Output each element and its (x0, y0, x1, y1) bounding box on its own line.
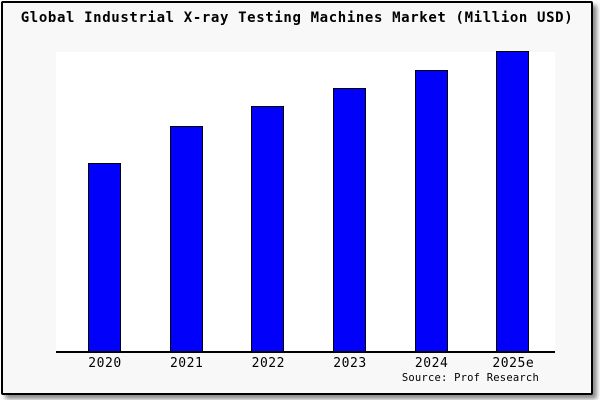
bar-2024 (414, 70, 448, 351)
x-tick-label-2023: 2023 (333, 356, 367, 371)
x-tick-label-2024: 2024 (414, 356, 449, 371)
chart-title: Global Industrial X-ray Testing Machines… (20, 10, 574, 26)
x-axis-labels: 2020 2021 2022 2023 2024 2025e (3, 356, 591, 372)
plot-area (56, 51, 555, 353)
x-tick-label-2021: 2021 (169, 356, 204, 371)
x-tick-label-2020: 2020 (88, 356, 122, 371)
x-tick-label-2022: 2022 (251, 356, 286, 371)
bar-2022 (251, 106, 285, 351)
bar-2025e (496, 51, 530, 351)
bar-2023 (332, 88, 366, 351)
bar-2021 (169, 126, 203, 351)
bar-2020 (88, 163, 121, 351)
x-tick-label-2025e: 2025e (492, 356, 535, 371)
chart-card: Global Industrial X-ray Testing Machines… (1, 1, 593, 395)
source-attribution: Source: Prof Research (401, 372, 539, 384)
